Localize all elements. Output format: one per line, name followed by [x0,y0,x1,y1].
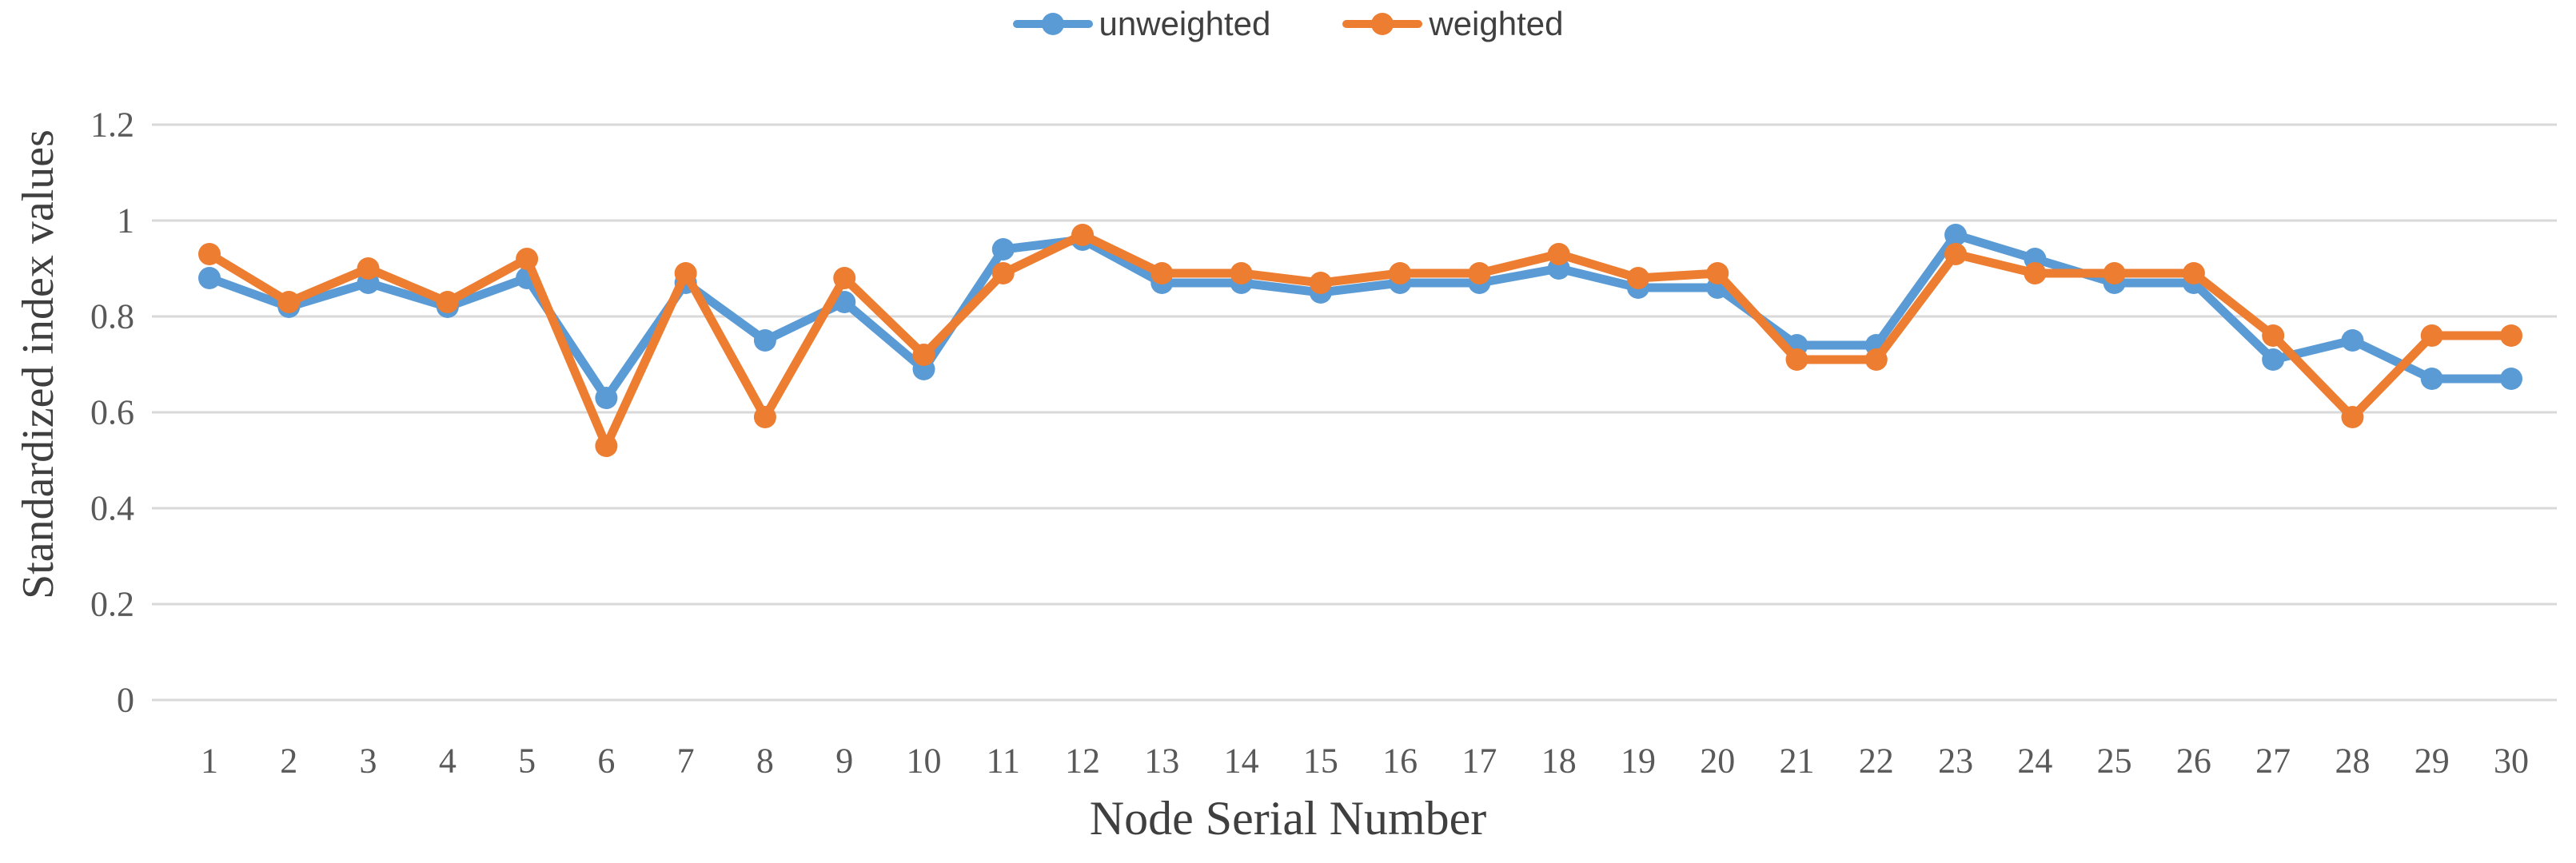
legend-label-weighted: weighted [1429,5,1564,42]
data-marker-weighted [2024,262,2047,284]
x-tick-label: 26 [2176,742,2211,781]
data-marker-weighted [1864,348,1888,371]
data-marker-weighted [833,267,856,289]
data-marker-weighted [2420,324,2443,347]
data-marker-weighted [1150,262,1174,284]
x-tick-label: 27 [2255,742,2291,781]
y-tick-label: 1 [117,201,134,241]
y-tick-label: 0.2 [90,585,134,624]
data-marker-weighted [674,262,697,284]
data-marker-weighted [1626,267,1649,289]
x-tick-label: 20 [1700,742,1735,781]
data-marker-unweighted [2500,368,2522,390]
x-tick-label: 3 [360,742,377,781]
x-tick-label: 19 [1621,742,1656,781]
x-tick-label: 9 [835,742,853,781]
x-tick-label: 28 [2335,742,2370,781]
data-marker-weighted [595,435,618,457]
data-marker-weighted [2262,324,2285,347]
data-marker-unweighted [2341,329,2364,352]
data-marker-unweighted [1944,224,1968,246]
y-tick-label: 1.2 [90,105,134,145]
y-tick-label: 0.6 [90,393,134,432]
chart-legend: unweighted weighted [0,5,2576,43]
x-tick-label: 15 [1303,742,1338,781]
x-tick-label: 29 [2415,742,2450,781]
data-marker-weighted [912,344,935,366]
x-tick-label: 21 [1780,742,1815,781]
legend-label-unweighted: unweighted [1099,5,1271,42]
data-marker-weighted [1071,224,1095,246]
data-marker-weighted [1944,243,1968,265]
data-marker-unweighted [2420,368,2443,390]
data-marker-weighted [1547,243,1570,265]
data-marker-weighted [2341,406,2364,428]
x-tick-label: 7 [677,742,695,781]
data-marker-weighted [753,406,776,428]
x-tick-label: 1 [201,742,218,781]
data-marker-weighted [1389,262,1412,284]
data-marker-weighted [357,257,380,280]
x-tick-label: 23 [1938,742,1973,781]
y-tick-label: 0.8 [90,297,134,336]
data-marker-unweighted [753,329,776,352]
x-tick-label: 22 [1859,742,1894,781]
x-tick-label: 14 [1224,742,1259,781]
x-axis-title: Node Serial Number [1089,792,1487,845]
data-marker-weighted [1230,262,1253,284]
legend-dot-marker-icon [1041,13,1064,35]
legend-swatch-unweighted [1012,11,1093,37]
data-marker-weighted [1309,272,1332,294]
data-marker-weighted [1468,262,1491,284]
data-marker-weighted [1785,348,1808,371]
data-marker-weighted [2500,324,2522,347]
series-line-weighted [205,230,2516,451]
x-tick-label: 13 [1144,742,1179,781]
data-marker-unweighted [595,387,618,409]
x-tick-label: 2 [280,742,297,781]
x-tick-label: 4 [439,742,457,781]
y-tick-label: 0 [117,681,134,720]
series-line-unweighted [205,230,2516,403]
x-tick-label: 17 [1461,742,1497,781]
data-marker-weighted [277,291,301,313]
x-tick-label: 6 [597,742,615,781]
data-marker-weighted [198,243,221,265]
data-marker-unweighted [2262,348,2285,371]
x-tick-label: 12 [1065,742,1100,781]
data-marker-weighted [2103,262,2126,284]
x-tick-label: 10 [906,742,941,781]
x-tick-label: 25 [2097,742,2132,781]
legend-swatch-weighted [1342,11,1423,37]
legend-dot-marker-icon [1371,13,1394,35]
x-tick-label: 11 [987,742,1020,781]
x-tick-label: 8 [756,742,774,781]
y-tick-label: 0.4 [90,489,134,528]
x-tick-label: 16 [1382,742,1418,781]
x-tick-label: 5 [518,742,536,781]
data-marker-weighted [991,262,1015,284]
data-marker-weighted [1706,262,1729,284]
x-tick-label: 30 [2494,742,2529,781]
data-marker-unweighted [198,267,221,289]
x-tick-label: 24 [2017,742,2052,781]
data-marker-weighted [2182,262,2205,284]
data-marker-weighted [436,291,459,313]
data-marker-weighted [516,248,539,270]
legend-item-weighted: weighted [1342,5,1563,43]
x-tick-label: 18 [1541,742,1577,781]
data-marker-unweighted [991,238,1015,260]
legend-item-unweighted: unweighted [1012,5,1271,43]
